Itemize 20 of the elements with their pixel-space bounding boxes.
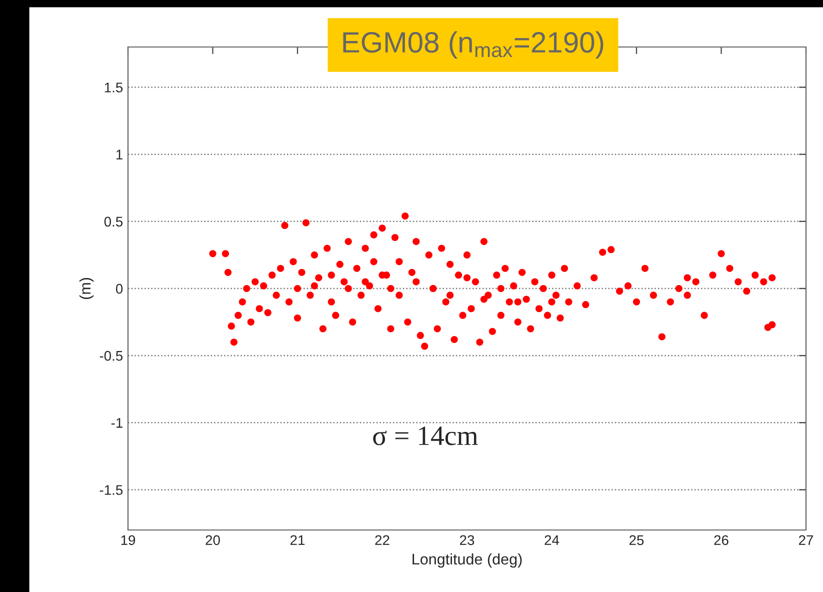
y-axis-title: (m) [79, 278, 94, 299]
y-tick-label: -1 [111, 418, 122, 428]
x-tick-label: 24 [544, 535, 560, 545]
x-tick-label: 20 [206, 535, 220, 546]
x-tick-label: 25 [629, 535, 644, 546]
y-tick-label: -1.5 [100, 485, 123, 495]
x-tick-label: 21 [290, 535, 305, 545]
y-tick-label: 1 [116, 150, 122, 160]
y-tick-label: 0 [116, 284, 123, 294]
x-tick-label: 22 [375, 535, 390, 545]
chart-title: EGM08 (n$_{max}$=2190) [343, 31, 604, 58]
y-tick-label: 1.5 [104, 82, 123, 92]
y-tick-label: 0.5 [104, 216, 123, 227]
x-tick-label: 26 [714, 535, 728, 546]
x-tick-label: 19 [121, 535, 136, 546]
x-axis-title: Longtitude (deg) [412, 553, 522, 568]
annotation: σ = 14cm [373, 426, 478, 446]
x-tick-label: 27 [798, 535, 814, 545]
x-tick-label: 23 [460, 535, 474, 546]
y-tick-label: -0.5 [100, 350, 123, 361]
